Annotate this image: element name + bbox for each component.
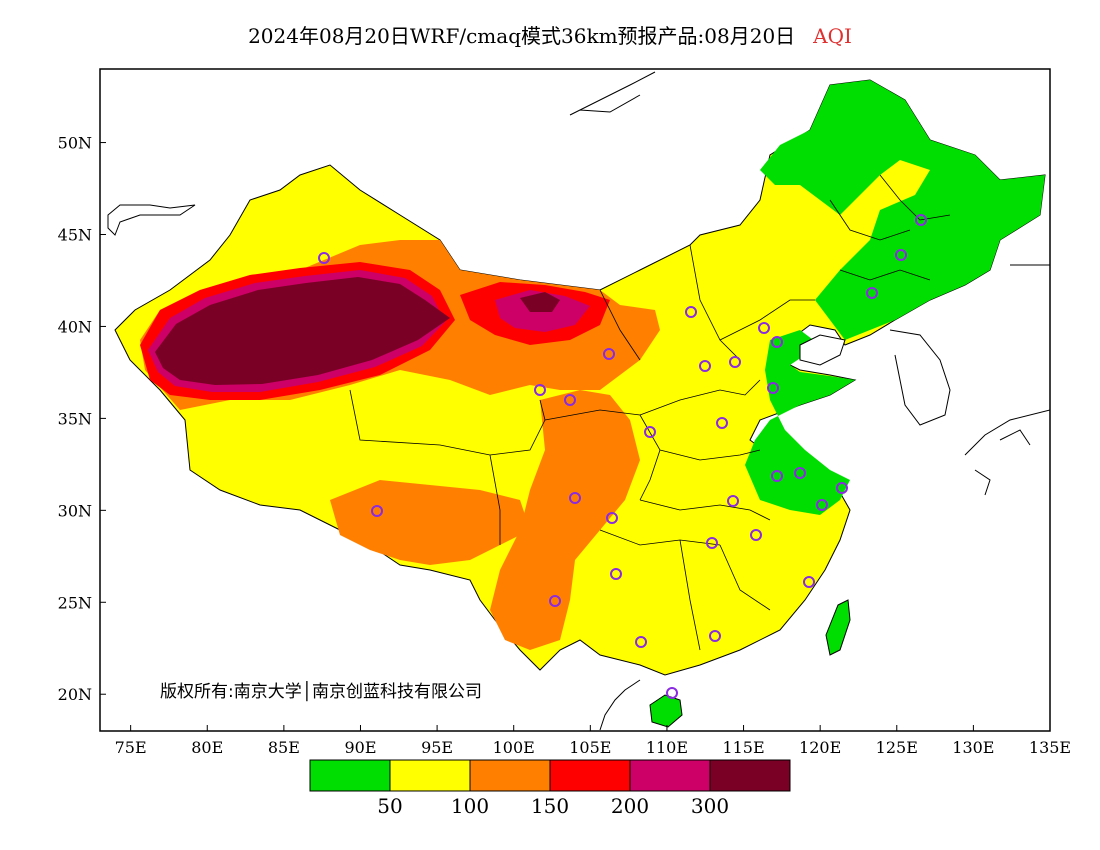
tibet-orange-region	[330, 480, 530, 565]
hainan-island	[649, 694, 683, 728]
station-marker	[606, 512, 618, 524]
y-tick-label: 20N	[58, 685, 92, 704]
station-marker	[794, 467, 806, 479]
korea-coastline	[889, 329, 951, 426]
station-markers	[318, 214, 927, 699]
station-marker	[716, 417, 728, 429]
station-marker	[915, 214, 927, 226]
legend-swatch	[709, 759, 791, 792]
x-tick-label: 75E	[115, 738, 147, 757]
x-tick-label: 105E	[569, 738, 611, 757]
station-marker	[758, 322, 770, 334]
y-tick-label: 45N	[58, 226, 92, 245]
x-tick-label: 130E	[952, 738, 994, 757]
station-marker	[803, 576, 815, 588]
title-variable: AQI	[813, 24, 852, 48]
map-plot-area: 版权所有:南京大学│南京创蓝科技有限公司	[107, 71, 1050, 731]
station-marker	[750, 529, 762, 541]
sichuan-orange-region	[490, 390, 640, 650]
y-tick-label: 35N	[58, 409, 92, 428]
station-marker	[564, 394, 576, 406]
x-tick-label: 80E	[191, 738, 223, 757]
station-marker	[771, 470, 783, 482]
station-marker	[727, 495, 739, 507]
station-marker	[729, 356, 741, 368]
x-tick-label: 110E	[646, 738, 688, 757]
taiwan-island	[825, 599, 851, 656]
map-title: 2024年08月20日WRF/cmaq模式36km预报产品:08月20日 AQI	[0, 20, 1100, 49]
x-tick-label: 95E	[421, 738, 453, 757]
station-marker	[569, 492, 581, 504]
legend-swatch	[629, 759, 711, 792]
title-main: 2024年08月20日WRF/cmaq模式36km预报产品:08月20日	[248, 24, 796, 48]
taklimakan-maroon-region	[155, 277, 450, 385]
x-tick-label: 90E	[344, 738, 376, 757]
sakhalin-coastline	[569, 71, 656, 116]
y-tick-label: 30N	[58, 501, 92, 520]
station-marker	[610, 568, 622, 580]
station-marker	[371, 505, 383, 517]
east-coast-green-region	[745, 330, 855, 515]
station-marker	[666, 687, 678, 699]
legend-label: 50	[377, 794, 402, 818]
station-marker	[771, 336, 783, 348]
inner-mongolia-maroon-region	[520, 292, 560, 312]
station-marker	[836, 482, 848, 494]
x-axis: 75E 80E 85E 90E 95E 100E 105E 110E 115E 120E 125E 1…	[115, 725, 1071, 757]
station-marker	[706, 537, 718, 549]
vietnam-coastline	[599, 679, 641, 731]
x-tick-label: 115E	[722, 738, 764, 757]
japan-coastline	[964, 264, 1050, 496]
x-tick-label: 135E	[1029, 738, 1071, 757]
bohai-sea	[799, 334, 846, 366]
station-marker	[895, 249, 907, 261]
station-marker	[866, 287, 878, 299]
x-tick-label: 85E	[268, 738, 300, 757]
legend-label: 150	[531, 794, 569, 818]
station-marker	[709, 630, 721, 642]
station-marker	[534, 384, 546, 396]
station-marker	[644, 426, 656, 438]
station-marker	[318, 252, 330, 264]
province-borders	[349, 174, 951, 651]
x-tick-label: 100E	[493, 738, 535, 757]
aqi-legend: 50 100 150 200 300	[309, 759, 791, 818]
station-marker	[816, 499, 828, 511]
caspian-coastline	[107, 204, 196, 236]
legend-swatch	[469, 759, 551, 792]
legend-label: 300	[691, 794, 729, 818]
y-tick-label: 40N	[58, 317, 92, 336]
station-marker	[603, 348, 615, 360]
copyright-text: 版权所有:南京大学│南京创蓝科技有限公司	[160, 681, 482, 702]
legend-label: 200	[611, 794, 649, 818]
station-marker	[685, 306, 697, 318]
station-marker	[767, 382, 779, 394]
y-tick-label: 50N	[58, 134, 92, 153]
station-marker	[635, 636, 647, 648]
northeast-green-region	[760, 80, 1045, 340]
y-axis: 50N 45N 40N 35N 30N 25N 20N	[58, 134, 106, 704]
legend-label: 100	[451, 794, 489, 818]
x-tick-label: 125E	[876, 738, 918, 757]
station-marker	[699, 360, 711, 372]
y-tick-label: 25N	[58, 593, 92, 612]
map-border	[99, 68, 1051, 732]
station-marker	[549, 595, 561, 607]
legend-swatch	[309, 759, 391, 792]
legend-swatch	[389, 759, 471, 792]
x-tick-label: 120E	[799, 738, 841, 757]
legend-swatch	[549, 759, 631, 792]
